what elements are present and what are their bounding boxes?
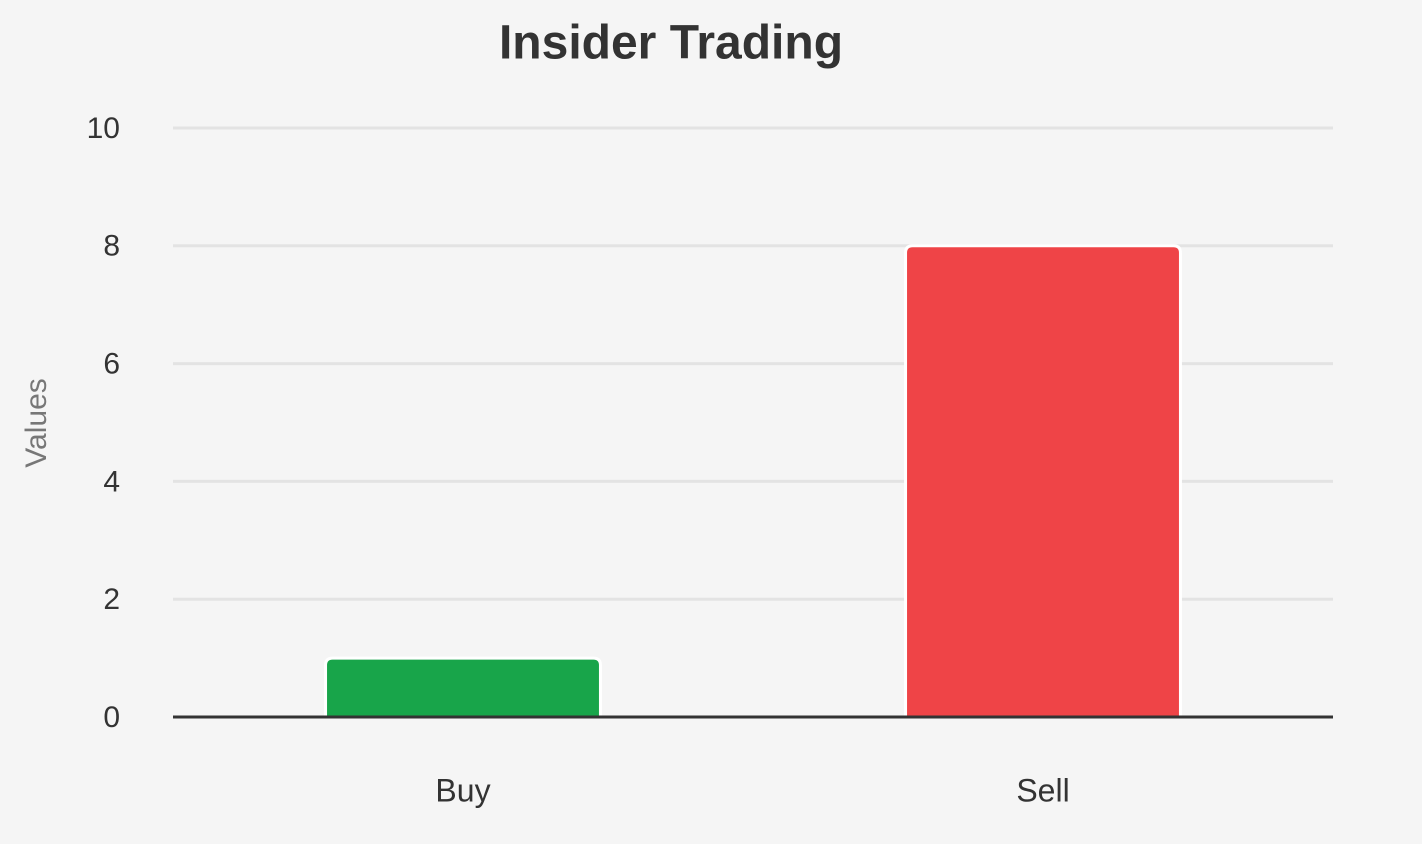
y-tick-label: 4 — [103, 465, 120, 498]
y-tick-label: 6 — [103, 348, 120, 381]
y-axis-label: Values — [20, 378, 53, 468]
y-tick-label: 2 — [103, 583, 120, 616]
x-tick-label: Sell — [1016, 772, 1069, 808]
y-tick-label: 10 — [87, 112, 120, 145]
chart-title: Insider Trading — [499, 17, 843, 70]
bar — [324, 656, 602, 719]
x-tick-label: Buy — [435, 772, 490, 808]
y-tick-label: 8 — [103, 230, 120, 263]
y-tick-label: 0 — [103, 701, 120, 734]
bar — [904, 244, 1182, 719]
